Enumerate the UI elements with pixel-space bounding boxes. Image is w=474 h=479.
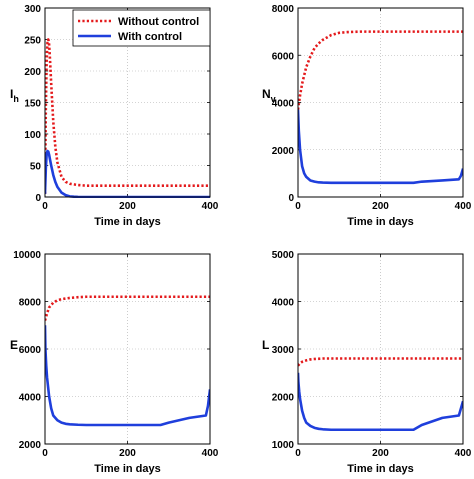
y-tick-label: 300 bbox=[24, 4, 41, 15]
x-tick-label: 400 bbox=[455, 201, 472, 212]
y-tick-label: 6000 bbox=[272, 51, 295, 62]
y-tick-label: 200 bbox=[24, 67, 41, 78]
x-tick-label: 200 bbox=[119, 201, 136, 212]
series-line-with-control bbox=[298, 372, 463, 432]
x-tick-label: 400 bbox=[455, 448, 472, 459]
y-tick-label: 0 bbox=[35, 193, 41, 204]
chart-panel-1: 0 200 400 0 50 100 150 200 250 300 Time in days Ih W… bbox=[10, 4, 219, 228]
y-axis-label-subscript: v bbox=[271, 94, 276, 104]
y-tick-label: 10000 bbox=[13, 250, 41, 261]
y-tick-label: 5000 bbox=[272, 250, 295, 261]
x-tick-label: 200 bbox=[372, 448, 389, 459]
y-tick-label: 8000 bbox=[19, 298, 42, 309]
x-tick-label: 0 bbox=[42, 201, 48, 212]
series-line-with-control bbox=[298, 109, 463, 185]
plot-frame bbox=[297, 7, 464, 198]
x-tick-label: 200 bbox=[119, 448, 136, 459]
plot-frame bbox=[44, 253, 211, 445]
chart-panel-4: 0 200 400 1000 2000 3000 4000 5000 Time in days L bbox=[262, 250, 472, 475]
x-tick-label: 0 bbox=[42, 448, 48, 459]
legend: Without control With control bbox=[72, 9, 211, 47]
series-line-without-control bbox=[298, 30, 463, 110]
y-tick-label: 8000 bbox=[272, 4, 295, 15]
legend-label: Without control bbox=[118, 16, 199, 28]
legend-box bbox=[72, 9, 211, 47]
y-tick-label: 3000 bbox=[272, 345, 295, 356]
y-axis-label-subscript: h bbox=[13, 94, 19, 104]
series-line-without-control bbox=[45, 38, 210, 194]
x-tick-label: 0 bbox=[295, 448, 301, 459]
series-line-with-control bbox=[45, 325, 210, 427]
x-axis-label: Time in days bbox=[94, 216, 160, 228]
x-axis-label: Time in days bbox=[94, 463, 160, 475]
y-axis-label: Nv bbox=[262, 87, 276, 104]
x-axis-label: Time in days bbox=[347, 216, 413, 228]
legend-label: With control bbox=[118, 31, 182, 43]
y-tick-label: 1000 bbox=[272, 440, 295, 451]
y-tick-label: 50 bbox=[30, 162, 42, 173]
y-tick-label: 0 bbox=[288, 193, 294, 204]
y-tick-label: 150 bbox=[24, 99, 41, 110]
y-axis-label: Ih bbox=[10, 87, 19, 104]
x-axis-label: Time in days bbox=[347, 463, 413, 475]
y-tick-label: 2000 bbox=[19, 440, 42, 451]
y-tick-label: 2000 bbox=[272, 146, 295, 157]
chart-panel-3: 0 200 400 2000 4000 6000 8000 10000 Time in days… bbox=[10, 250, 219, 475]
series-line-without-control bbox=[45, 295, 210, 321]
y-tick-label: 2000 bbox=[272, 393, 295, 404]
x-tick-label: 400 bbox=[202, 448, 219, 459]
x-tick-label: 400 bbox=[202, 201, 219, 212]
plot-frame bbox=[44, 7, 211, 198]
y-axis-label: L bbox=[262, 338, 269, 352]
x-tick-label: 0 bbox=[295, 201, 301, 212]
x-tick-label: 200 bbox=[372, 201, 389, 212]
y-tick-label: 6000 bbox=[19, 345, 42, 356]
y-tick-label: 250 bbox=[24, 36, 41, 47]
y-axis-label: E bbox=[10, 338, 18, 352]
y-tick-label: 100 bbox=[24, 130, 41, 141]
y-tick-label: 4000 bbox=[272, 99, 295, 110]
y-tick-label: 4000 bbox=[272, 298, 295, 309]
series-line-without-control bbox=[298, 357, 463, 367]
y-tick-label: 4000 bbox=[19, 393, 42, 404]
plot-frame bbox=[297, 253, 464, 445]
